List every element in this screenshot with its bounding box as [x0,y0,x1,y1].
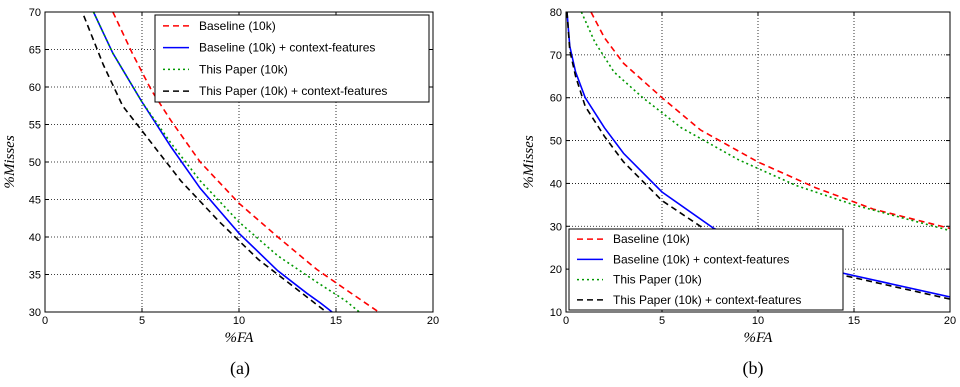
y-tick-label: 70 [29,7,41,19]
chart-b-y-axis-label: %Misses [521,135,537,188]
y-tick-label: 65 [29,45,41,57]
x-tick-label: 5 [659,315,665,327]
chart-b-legend-label-3: This Paper (10k) [613,273,702,287]
chart-b-x-axis-label: %FA [744,330,774,346]
y-tick-label: 60 [550,93,562,105]
chart-a-y-axis-label: %Misses [2,135,18,188]
chart-a-legend-box [154,14,430,103]
chart-a-legend-label-4: This Paper (10k) + context-features [199,84,387,98]
chart-a-legend-label-1: Baseline (10k) [199,19,276,33]
y-tick-label: 60 [29,82,41,94]
x-tick-label: 20 [944,315,956,327]
y-tick-label: 80 [550,7,562,19]
x-tick-label: 15 [848,315,860,327]
chart-a-series-line-1 [112,12,380,312]
chart-b-series-line-3 [580,12,950,232]
y-tick-label: 55 [29,120,41,132]
chart-b-legend: Baseline (10k) Baseline (10k) + context-f… [568,228,844,311]
x-tick-label: 0 [563,315,569,327]
chart-b-legend-box [568,228,844,311]
y-tick-label: 70 [550,50,562,62]
chart-a-x-axis-label: %FA [225,330,255,346]
x-tick-label: 10 [233,315,245,327]
chart-a-series-line-4 [83,15,327,312]
y-tick-label: 20 [550,264,562,276]
y-tick-label: 45 [29,195,41,207]
chart-b-legend-label-4: This Paper (10k) + context-features [613,293,801,307]
x-tick-label: 0 [42,315,48,327]
chart-b: 0 5 10 15 20 10 20 30 40 50 60 70 80 %FA %Misses Baseli… [521,7,956,379]
x-tick-label: 15 [330,315,342,327]
x-tick-label: 5 [139,315,145,327]
x-tick-label: 10 [752,315,764,327]
chart-a-legend: Baseline (10k) Baseline (10k) + context-f… [154,14,430,103]
y-tick-label: 35 [29,270,41,282]
chart-a-legend-label-2: Baseline (10k) + context-features [199,41,375,55]
x-tick-label: 20 [427,315,439,327]
chart-b-legend-label-2: Baseline (10k) + context-features [613,252,789,266]
y-tick-label: 30 [29,307,41,319]
chart-a: 0 5 10 15 20 30 35 40 45 50 55 60 65 70 %FA %Misses Base… [2,7,439,379]
chart-b-caption: (b) [743,358,764,379]
y-tick-label: 40 [29,232,41,244]
chart-b-series-line-4 [566,12,950,300]
y-tick-label: 40 [550,178,562,190]
chart-b-series-line-1 [590,12,950,230]
chart-b-legend-label-1: Baseline (10k) [613,232,690,246]
y-tick-label: 50 [550,136,562,148]
chart-a-legend-label-3: This Paper (10k) [199,62,288,76]
y-tick-label: 30 [550,221,562,233]
chart-a-series-line-2 [92,12,333,312]
y-tick-label: 50 [29,157,41,169]
chart-a-caption: (a) [230,358,250,379]
y-tick-label: 10 [550,307,562,319]
